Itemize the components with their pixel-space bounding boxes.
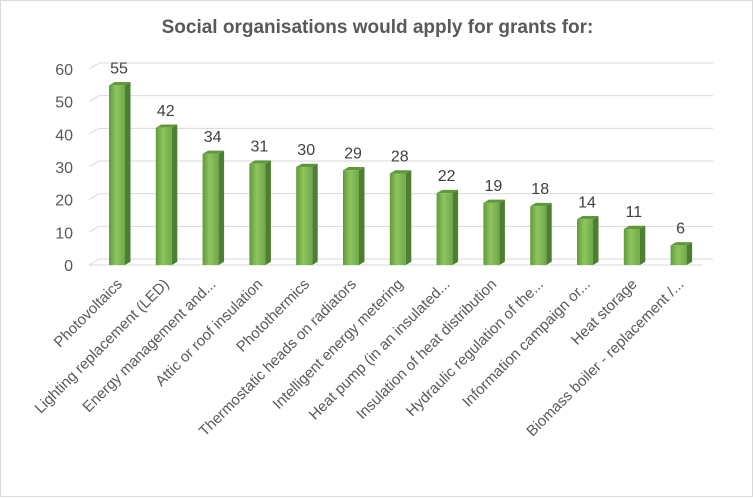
data-label: 42 (157, 103, 175, 120)
bar-top (109, 82, 131, 86)
data-label: 31 (251, 139, 269, 156)
bar-top (577, 215, 599, 220)
data-label: 29 (344, 145, 362, 162)
bar-side (546, 202, 552, 265)
data-label: 34 (204, 129, 222, 146)
data-label: 18 (531, 181, 549, 198)
bar-side (499, 199, 505, 265)
bar-front (249, 163, 266, 265)
data-label: 28 (391, 149, 409, 166)
y-axis: 0 10 20 30 40 50 60 (55, 62, 73, 275)
bar-front (155, 127, 172, 265)
bar-side (125, 82, 131, 266)
data-label: 30 (297, 142, 315, 159)
gridline-depth (88, 160, 100, 168)
bars (109, 82, 693, 266)
bar-front (670, 245, 687, 265)
y-tick-label: 40 (55, 127, 73, 144)
bar (436, 189, 459, 265)
y-tick-label: 50 (55, 95, 73, 112)
y-tick-label: 0 (64, 258, 73, 275)
bar-top (436, 189, 459, 194)
data-label: 22 (438, 168, 456, 185)
gridline-depth (88, 127, 100, 135)
bar-side (359, 166, 365, 265)
y-tick-label: 60 (55, 62, 73, 79)
bar (483, 199, 505, 265)
bar-front (436, 193, 453, 265)
bar-side (265, 160, 271, 265)
bar-front (343, 170, 359, 265)
data-label: 14 (578, 194, 596, 211)
bar-top (483, 199, 505, 203)
bar (296, 163, 318, 265)
bar-side (452, 189, 459, 265)
bar-front (623, 229, 640, 265)
bar (530, 202, 552, 265)
bar-top (296, 163, 318, 167)
chart-title: Social organisations would apply for gra… (161, 17, 594, 38)
bar-side (593, 215, 599, 265)
data-label: 55 (110, 60, 128, 77)
data-labels: 55 42 34 31 30 29 28 22 19 18 14 11 6 (110, 60, 685, 237)
bar-front (483, 202, 500, 265)
bar (249, 160, 271, 265)
bar (389, 170, 412, 265)
bar-front (389, 173, 406, 265)
bar-front (577, 219, 593, 265)
bar-front (202, 153, 219, 265)
bar-front (296, 167, 313, 265)
bar-top (670, 242, 693, 246)
bar-front (109, 85, 125, 265)
gridline-depth (88, 62, 100, 70)
bar-top (155, 124, 178, 128)
bar-front (530, 206, 547, 265)
gridline-depth (88, 225, 100, 233)
bar-top (530, 202, 552, 207)
bar (202, 150, 225, 265)
y-tick-label: 20 (55, 193, 73, 210)
y-tick-label: 30 (55, 160, 73, 177)
bar-top (623, 225, 646, 230)
bar (577, 215, 599, 265)
bar-top (249, 160, 271, 164)
bar-side (639, 225, 646, 265)
bar (670, 242, 693, 265)
bar (109, 82, 131, 266)
gridline-depth (88, 258, 100, 266)
data-label: 11 (625, 204, 642, 221)
bar (155, 124, 178, 265)
bar-top (202, 150, 225, 154)
bar-side (171, 124, 178, 265)
bar-top (389, 170, 412, 174)
data-label: 6 (676, 220, 685, 237)
bar-top (343, 166, 365, 171)
y-tick-label: 10 (55, 225, 73, 242)
gridline-depth (88, 193, 100, 201)
bar (623, 225, 646, 265)
bar-side (686, 242, 693, 265)
bar-side (312, 163, 318, 265)
data-label: 19 (485, 178, 503, 195)
gridline-depth (88, 95, 100, 103)
bar-side (405, 170, 412, 265)
bar (343, 166, 365, 265)
bar-side (218, 150, 225, 265)
